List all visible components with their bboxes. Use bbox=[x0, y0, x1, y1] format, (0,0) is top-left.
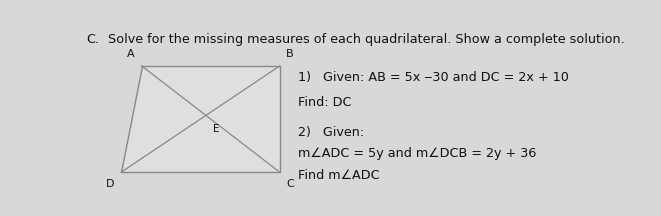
Text: Find m∠ADC: Find m∠ADC bbox=[297, 169, 379, 182]
Text: A: A bbox=[126, 49, 134, 59]
Text: D: D bbox=[106, 179, 114, 189]
Text: 2)   Given:: 2) Given: bbox=[297, 126, 364, 139]
Text: 1)   Given: AB = 5x ‒30 and DC = 2x + 10: 1) Given: AB = 5x ‒30 and DC = 2x + 10 bbox=[297, 71, 568, 84]
Text: B: B bbox=[286, 49, 294, 59]
Text: Solve for the missing measures of each quadrilateral. Show a complete solution.: Solve for the missing measures of each q… bbox=[100, 33, 625, 46]
Text: E: E bbox=[213, 124, 219, 134]
Text: m∠ADC = 5y and m∠DCB = 2y + 36: m∠ADC = 5y and m∠DCB = 2y + 36 bbox=[297, 147, 536, 160]
Polygon shape bbox=[121, 66, 280, 172]
Text: C.: C. bbox=[87, 33, 100, 46]
Text: Find: DC: Find: DC bbox=[297, 96, 351, 109]
Text: C: C bbox=[286, 179, 294, 189]
